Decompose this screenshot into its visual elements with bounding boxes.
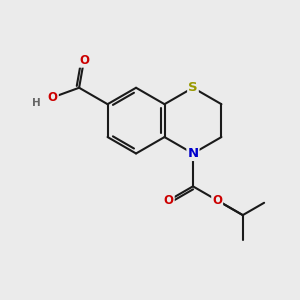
- Text: O: O: [48, 91, 58, 104]
- Text: O: O: [212, 194, 222, 207]
- Text: H: H: [32, 98, 40, 109]
- Text: S: S: [188, 81, 198, 94]
- Text: O: O: [164, 194, 174, 207]
- Text: O: O: [79, 54, 89, 67]
- Text: N: N: [188, 147, 199, 160]
